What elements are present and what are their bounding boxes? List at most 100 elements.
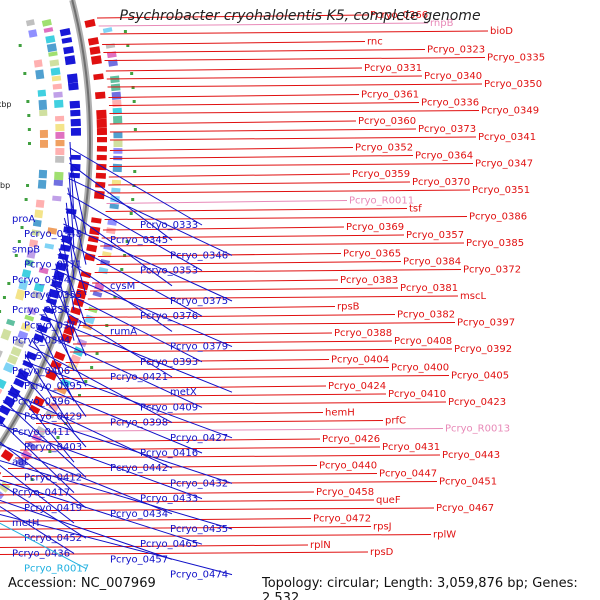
reverse-gene-label: Pcryo_0412 [24, 472, 82, 483]
forward-label-leader [101, 234, 405, 239]
cog-feature-block [55, 131, 65, 139]
forward-label-leader [0, 491, 315, 496]
forward-label-leader [2, 473, 378, 477]
skew-dot [7, 282, 11, 285]
forward-gene-label: Pcryo_R0013 [445, 424, 510, 435]
reverse-label-leader [0, 460, 233, 530]
reverse-label-leader [68, 172, 75, 250]
forward-label-leader [62, 367, 390, 371]
forward-gene-label: Pcryo_0331 [364, 63, 422, 74]
reverse-gene-label: rumA [110, 326, 137, 337]
cog-feature-block [84, 314, 96, 325]
cog-feature-block [35, 69, 45, 80]
reverse-label-leader [69, 162, 173, 241]
forward-gene-label: rplW [433, 530, 456, 541]
reverse-gene-label: Pcryo_0376 [140, 311, 198, 322]
reverse-gene-block [55, 261, 67, 272]
reverse-label-leader [0, 514, 233, 576]
forward-label-leader [98, 253, 342, 257]
forward-label-leader [92, 279, 339, 284]
cog-feature-block [55, 123, 65, 132]
reverse-gene-label: proA [12, 214, 35, 225]
reverse-gene-label: ileS [24, 351, 42, 362]
reverse-label-leader [25, 354, 75, 433]
cog-feature-block [39, 129, 48, 138]
cog-feature-block [14, 338, 25, 348]
forward-label-leader [89, 287, 399, 292]
kbp-mark-label: 350 kbp [0, 100, 11, 109]
skew-dot [113, 296, 117, 299]
cog-feature-block [53, 179, 63, 187]
reverse-label-leader [57, 253, 173, 332]
forward-label-leader [102, 41, 366, 45]
forward-label-leader [0, 526, 372, 530]
forward-label-leader [40, 412, 324, 416]
reverse-gene-block [40, 315, 52, 323]
cog-feature-block [53, 91, 63, 98]
reverse-gene-block [36, 324, 49, 334]
forward-label-leader [108, 173, 351, 178]
forward-gene-block [70, 306, 82, 316]
forward-gene-label: Pcryo_0410 [388, 389, 446, 400]
forward-gene-label: Pcryo_0404 [331, 355, 389, 366]
cog-feature-block [43, 27, 54, 33]
cog-feature-block [103, 243, 114, 251]
forward-gene-block [94, 190, 105, 200]
skew-dot [90, 366, 94, 369]
forward-gene-block [87, 235, 99, 243]
cog-feature-block [107, 219, 117, 226]
forward-gene-label: Pcryo_0357 [406, 230, 464, 241]
skew-dot [84, 380, 88, 383]
skew-dot [26, 100, 30, 103]
reverse-gene-label: Pcryo_0371 [24, 260, 82, 271]
forward-gene-block [50, 360, 62, 371]
cog-feature-block [28, 29, 38, 38]
forward-gene-label: Pcryo_0440 [319, 461, 377, 472]
skew-dot [131, 198, 135, 201]
reverse-gene-label: Pcryo_0465 [140, 539, 198, 550]
skew-dot [24, 198, 28, 201]
forward-gene-label: Pcryo_0443 [442, 450, 500, 461]
cog-feature-block [15, 288, 26, 301]
cog-feature-block [55, 115, 65, 122]
forward-gene-label: rpsB [337, 302, 360, 313]
forward-gene-label: Pcryo_0472 [313, 514, 371, 525]
cog-feature-block [33, 59, 43, 68]
cog-feature-block [40, 140, 48, 148]
cog-feature-block [26, 306, 37, 316]
cog-feature-block [92, 290, 103, 298]
skew-dot [129, 212, 133, 215]
reverse-gene-label: Pcryo_0345 [110, 235, 168, 246]
cog-feature-block [111, 179, 122, 185]
forward-label-leader [84, 306, 336, 310]
reverse-gene-block [59, 28, 71, 37]
reverse-gene-label: Pcryo_0429 [24, 412, 82, 423]
cog-feature-block [37, 89, 47, 97]
forward-gene-block [90, 55, 102, 65]
reverse-gene-label: Pcryo_0436 [12, 548, 70, 559]
cog-feature-block [112, 99, 122, 108]
forward-gene-label: Pcryo_0323 [427, 45, 485, 56]
reverse-label-leader [65, 202, 75, 280]
reverse-gene-label: Pcryo_0435 [170, 524, 228, 535]
forward-gene-label: Pcryo_0467 [436, 503, 494, 514]
forward-gene-block [80, 270, 92, 279]
forward-gene-block [87, 37, 99, 46]
forward-label-leader [31, 428, 444, 432]
reverse-gene-block [61, 37, 73, 44]
reverse-label-leader [15, 375, 203, 454]
forward-gene-label: Pcryo_R0011 [349, 196, 414, 207]
forward-label-leader [20, 446, 381, 451]
cog-feature-block [47, 227, 58, 235]
reverse-gene-label: Pcryo_0427 [170, 433, 228, 444]
reverse-label-leader [58, 248, 87, 326]
skew-dot [0, 310, 2, 313]
reverse-label-leader [68, 177, 233, 256]
cog-feature-block [34, 209, 44, 219]
reverse-gene-label: Pcryo_0395 [24, 381, 82, 392]
cog-feature-block [49, 59, 60, 67]
forward-label-leader [58, 375, 450, 379]
forward-gene-label: Pcryo_0336 [421, 98, 479, 109]
forward-label-leader [82, 314, 396, 318]
